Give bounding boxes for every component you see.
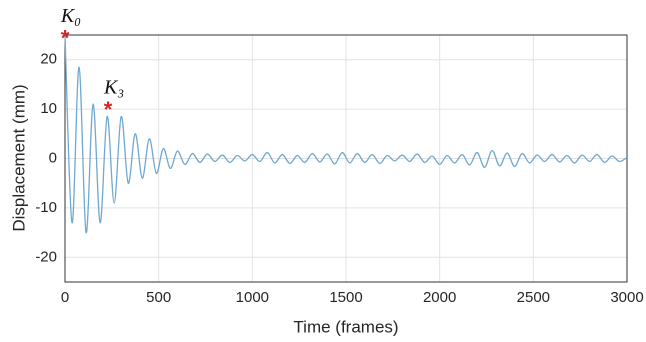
- x-tick-label: 2000: [423, 289, 456, 306]
- marker: *: [61, 25, 70, 50]
- x-tick-label: 3000: [610, 289, 643, 306]
- x-tick-label: 0: [61, 289, 69, 306]
- marker: *: [104, 97, 113, 122]
- x-tick-label: 1000: [236, 289, 269, 306]
- y-tick-label: 0: [49, 149, 57, 166]
- y-tick-label: -10: [35, 199, 57, 216]
- x-axis-label: Time (frames): [293, 317, 398, 336]
- y-axis-label: Displacement (mm): [9, 84, 28, 231]
- x-tick-label: 500: [146, 289, 171, 306]
- annotation: K₃: [103, 77, 124, 99]
- y-tick-label: 20: [40, 51, 57, 68]
- plot-frame: [64, 34, 628, 283]
- x-tick-label: 2500: [517, 289, 550, 306]
- annotation: K₀: [60, 5, 81, 27]
- data-line: [64, 34, 628, 234]
- y-tick-label: -20: [35, 248, 57, 265]
- y-tick-label: 10: [40, 100, 57, 117]
- x-tick-label: 1500: [329, 289, 362, 306]
